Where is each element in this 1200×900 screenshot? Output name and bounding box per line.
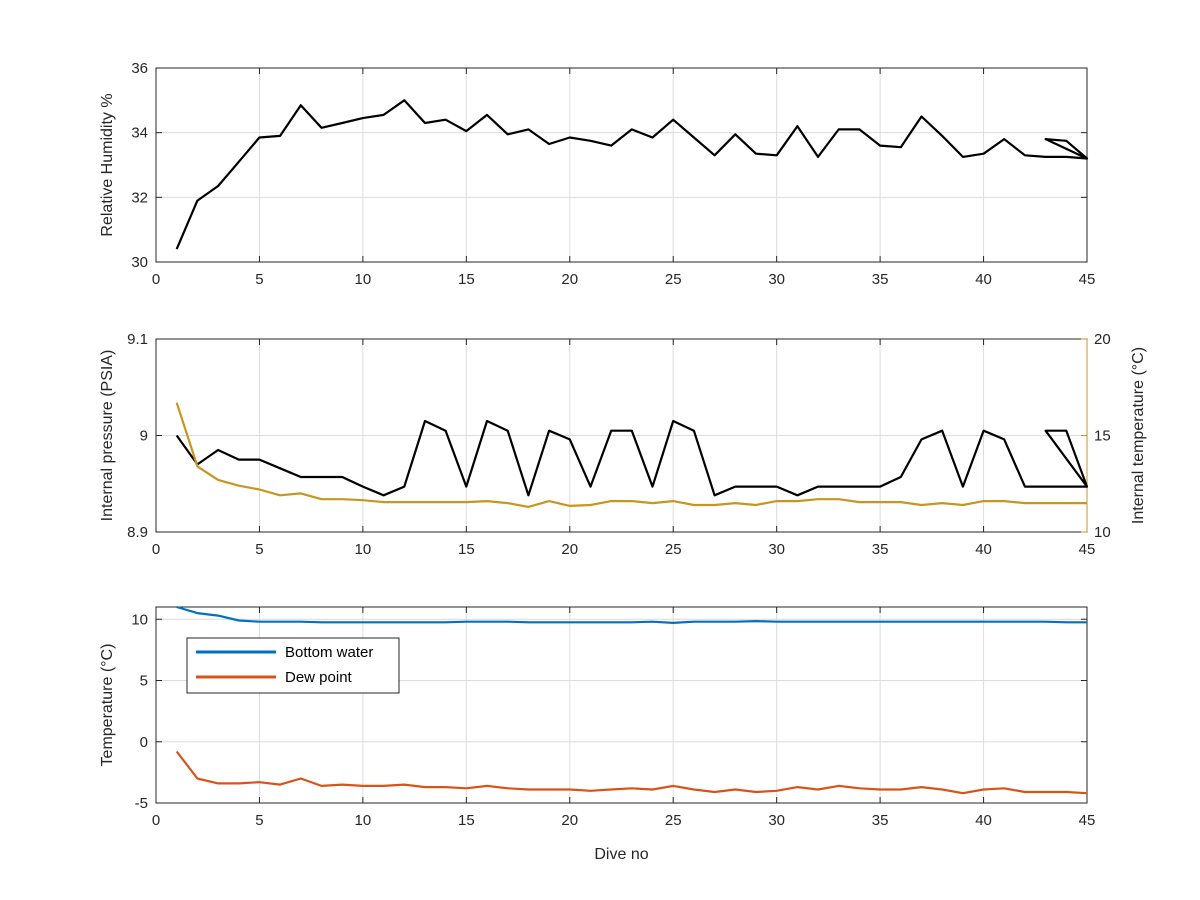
y-tick-label: 0	[140, 734, 148, 751]
y-tick-label: -5	[135, 795, 148, 812]
x-tick-label: 0	[152, 812, 160, 829]
y-axis-label: Internal pressure (PSIA)	[99, 350, 116, 522]
y-axis-label: Relative Humidity %	[99, 93, 116, 236]
y-tick-label: 30	[131, 254, 148, 271]
y2-tick-label: 20	[1094, 331, 1111, 348]
series-line-gold-1	[175, 402, 1087, 508]
x-tick-label: 45	[1079, 271, 1096, 288]
y-tick-label: 34	[131, 125, 148, 142]
x-tick-label: 10	[355, 812, 372, 829]
x-tick-label: 20	[561, 812, 578, 829]
legend-label: Dew point	[285, 669, 353, 686]
y2-tick-label: 15	[1094, 428, 1111, 445]
series-line-black-0	[175, 419, 1089, 497]
legend: Bottom water Dew point	[186, 637, 400, 694]
x-tick-label: 0	[152, 271, 160, 288]
series-line-black-0	[175, 99, 1089, 250]
series-line-dew-point	[175, 750, 1088, 795]
legend-label: Bottom water	[285, 644, 373, 661]
x-tick-label: 25	[665, 271, 682, 288]
y-axis-label: Temperature (°C)	[99, 644, 116, 767]
x-tick-label: 15	[458, 541, 475, 558]
x-tick-label: 5	[255, 271, 263, 288]
y-tick-label: 8.9	[127, 524, 148, 541]
y2-tick-label: 10	[1094, 524, 1111, 541]
plot-frame	[155, 67, 1088, 263]
x-axis-label: Dive no	[594, 846, 648, 863]
x-tick-label: 30	[768, 812, 785, 829]
x-tick-label: 10	[355, 541, 372, 558]
x-tick-label: 45	[1079, 812, 1096, 829]
ticks: 0 5 10 15 20 25 30 35 40 45 8.9 9 9.1 10 15 20	[127, 331, 1111, 558]
plot-frame	[155, 606, 1088, 804]
x-tick-label: 10	[355, 271, 372, 288]
x-tick-label: 30	[768, 271, 785, 288]
grid-lines	[155, 67, 1088, 263]
x-tick-label: 15	[458, 271, 475, 288]
chart-panel-1: 0 5 10 15 20 25 30 35 40 45 30 32 34 36 Relative Humid…	[99, 60, 1095, 288]
y-tick-label: 32	[131, 189, 148, 206]
y2-axis-label: Internal temperature (°C)	[1130, 347, 1147, 524]
x-tick-label: 35	[872, 541, 889, 558]
x-tick-label: 5	[255, 541, 263, 558]
x-tick-label: 40	[975, 271, 992, 288]
legend-box	[186, 637, 400, 694]
x-tick-label: 35	[872, 271, 889, 288]
x-tick-label: 20	[561, 271, 578, 288]
grid-lines	[155, 607, 1088, 804]
y-tick-label: 9.1	[127, 331, 148, 348]
y-tick-label: 36	[131, 60, 148, 77]
x-tick-label: 40	[975, 541, 992, 558]
x-tick-label: 40	[975, 812, 992, 829]
x-tick-label: 25	[665, 541, 682, 558]
x-tick-label: 5	[255, 812, 263, 829]
y-tick-label: 9	[140, 428, 148, 445]
x-tick-label: 35	[872, 812, 889, 829]
x-tick-label: 45	[1079, 541, 1096, 558]
ticks: 0 5 10 15 20 25 30 35 40 45 30 32 34 36	[131, 60, 1095, 288]
chart-panel-2: 0 5 10 15 20 25 30 35 40 45 8.9 9 9.1 10 15 20 Internal …	[99, 331, 1147, 558]
series-line-bottom-water	[176, 605, 1087, 624]
x-tick-label: 30	[768, 541, 785, 558]
y-tick-label: 10	[131, 611, 148, 628]
x-tick-label: 20	[561, 541, 578, 558]
x-tick-label: 0	[152, 541, 160, 558]
x-tick-label: 25	[665, 812, 682, 829]
y-tick-label: 5	[140, 673, 148, 690]
x-tick-label: 15	[458, 812, 475, 829]
